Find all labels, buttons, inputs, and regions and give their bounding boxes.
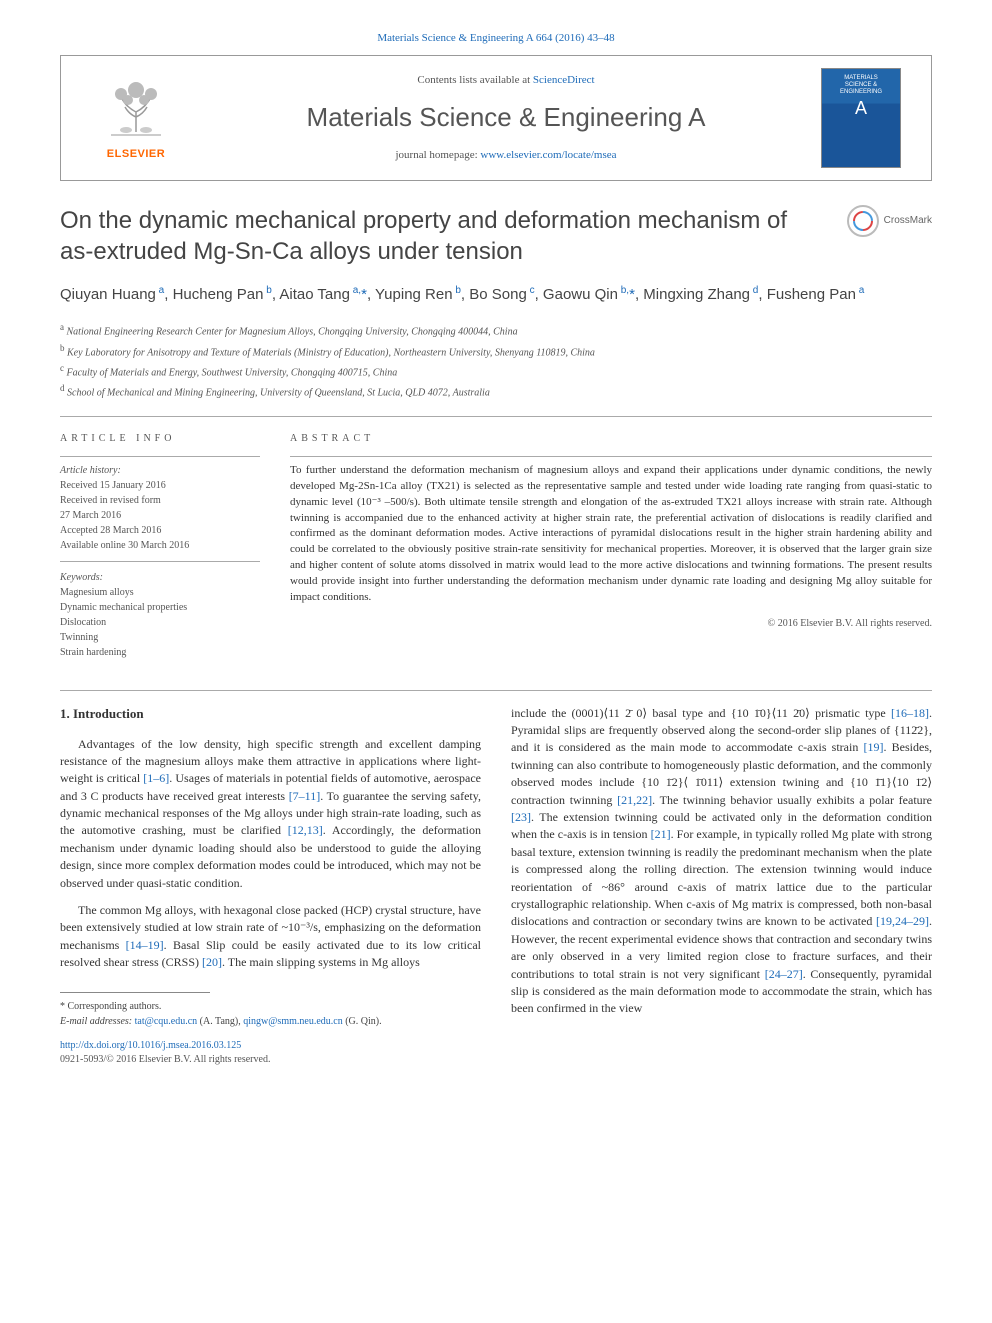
cover-text-1: MATERIALS — [844, 75, 878, 82]
body-p2: The common Mg alloys, with hexagonal clo… — [60, 902, 481, 972]
email-link-1[interactable]: tat@cqu.edu.cn — [135, 1016, 198, 1027]
keyword: Dynamic mechanical properties — [60, 600, 260, 615]
cover-letter: A — [855, 98, 867, 120]
history-label: Article history: — [60, 463, 260, 478]
keyword: Magnesium alloys — [60, 585, 260, 600]
footnote-rule — [60, 992, 210, 993]
history-line: Available online 30 March 2016 — [60, 538, 260, 553]
contents-prefix: Contents lists available at — [417, 74, 532, 86]
affiliation-line: d School of Mechanical and Mining Engine… — [60, 381, 932, 401]
journal-title: Materials Science & Engineering A — [191, 98, 821, 137]
divider — [60, 416, 932, 417]
email-who-1: (A. Tang), — [197, 1016, 243, 1027]
history-line: 27 March 2016 — [60, 508, 260, 523]
section-heading: 1. Introduction — [60, 705, 481, 724]
abstract-column: abstract To further understand the defor… — [290, 431, 932, 660]
info-abstract-row: article info Article history: Received 1… — [60, 431, 932, 660]
corresponding-note: * Corresponding authors. — [60, 999, 481, 1014]
email-who-2: (G. Qin). — [343, 1016, 382, 1027]
cover-text-3: ENGINEERING — [840, 89, 882, 96]
publisher-logo-block: ELSEVIER — [81, 72, 191, 163]
history-line: Received 15 January 2016 — [60, 478, 260, 493]
keyword: Strain hardening — [60, 645, 260, 660]
issn-line: 0921-5093/© 2016 Elsevier B.V. All right… — [60, 1053, 481, 1068]
journal-cover-thumbnail: MATERIALS SCIENCE & ENGINEERING A — [821, 68, 901, 168]
homepage-link[interactable]: www.elsevier.com/locate/msea — [480, 149, 616, 161]
body-p3: include the (0001)⟨11 2̄ 0⟩ basal type a… — [511, 705, 932, 1018]
history-line: Received in revised form — [60, 493, 260, 508]
info-divider — [60, 456, 260, 457]
keyword: Dislocation — [60, 615, 260, 630]
doi-anchor[interactable]: http://dx.doi.org/10.1016/j.msea.2016.03… — [60, 1040, 241, 1051]
body-column-left: 1. Introduction Advantages of the low de… — [60, 705, 481, 1068]
keyword: Twinning — [60, 630, 260, 645]
affiliation-line: b Key Laboratory for Anisotropy and Text… — [60, 341, 932, 361]
header-center: Contents lists available at ScienceDirec… — [191, 72, 821, 164]
body-p1: Advantages of the low density, high spec… — [60, 736, 481, 893]
elsevier-label: ELSEVIER — [107, 146, 165, 163]
cover-block: MATERIALS SCIENCE & ENGINEERING A — [821, 68, 911, 168]
doi-link[interactable]: http://dx.doi.org/10.1016/j.msea.2016.03… — [60, 1039, 481, 1054]
sciencedirect-link[interactable]: ScienceDirect — [533, 74, 595, 86]
keywords-label: Keywords: — [60, 570, 260, 585]
contents-line: Contents lists available at ScienceDirec… — [191, 72, 821, 89]
elsevier-tree-icon — [101, 72, 171, 142]
affiliation-line: a National Engineering Research Center f… — [60, 320, 932, 340]
article-info-column: article info Article history: Received 1… — [60, 431, 260, 660]
abstract-divider — [290, 456, 932, 457]
citation-link[interactable]: Materials Science & Engineering A 664 (2… — [377, 32, 614, 44]
email-label: E-mail addresses: — [60, 1016, 135, 1027]
paper-title: On the dynamic mechanical property and d… — [60, 205, 827, 267]
crossmark-icon — [847, 205, 879, 237]
keywords-block: Keywords: Magnesium alloysDynamic mechan… — [60, 570, 260, 660]
email-link-2[interactable]: qingw@smm.neu.edu.cn — [243, 1016, 342, 1027]
abstract-heading: abstract — [290, 431, 932, 446]
crossmark-badge[interactable]: CrossMark — [847, 205, 932, 237]
crossmark-label: CrossMark — [884, 213, 932, 228]
abstract-copyright: © 2016 Elsevier B.V. All rights reserved… — [290, 616, 932, 631]
footnote-block: * Corresponding authors. E-mail addresse… — [60, 999, 481, 1029]
article-info-heading: article info — [60, 431, 260, 446]
abstract-text: To further understand the deformation me… — [290, 463, 932, 606]
body-columns: 1. Introduction Advantages of the low de… — [60, 705, 932, 1068]
email-line: E-mail addresses: tat@cqu.edu.cn (A. Tan… — [60, 1014, 481, 1029]
homepage-line: journal homepage: www.elsevier.com/locat… — [191, 147, 821, 164]
journal-header: ELSEVIER Contents lists available at Sci… — [60, 55, 932, 181]
authors-line: Qiuyan Huang a, Hucheng Pan b, Aitao Tan… — [60, 283, 932, 307]
history-line: Accepted 28 March 2016 — [60, 523, 260, 538]
title-row: On the dynamic mechanical property and d… — [60, 205, 932, 267]
citation-header: Materials Science & Engineering A 664 (2… — [60, 30, 932, 47]
affiliations: a National Engineering Research Center f… — [60, 320, 932, 401]
body-column-right: include the (0001)⟨11 2̄ 0⟩ basal type a… — [511, 705, 932, 1068]
homepage-prefix: journal homepage: — [395, 149, 480, 161]
affiliation-line: c Faculty of Materials and Energy, South… — [60, 361, 932, 381]
history-block: Article history: Received 15 January 201… — [60, 463, 260, 562]
cover-text-2: SCIENCE & — [845, 82, 877, 89]
divider — [60, 690, 932, 691]
